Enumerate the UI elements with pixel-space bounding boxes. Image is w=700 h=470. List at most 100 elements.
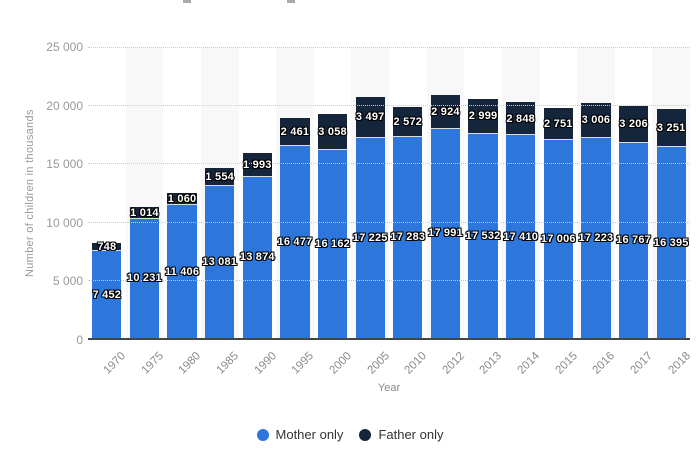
data-label-mother-only-1990: 13 874: [239, 251, 275, 264]
y-tick-label: 0: [76, 333, 83, 347]
x-tick-label-2017: 2017: [628, 350, 656, 377]
bar-segment-father-only-2013[interactable]: [468, 99, 498, 134]
x-tick-label-2010: 2010: [402, 350, 430, 377]
x-tick-label-2005: 2005: [365, 350, 392, 377]
data-label-father-only-1970: 748: [97, 240, 117, 253]
chart-column-2017: 16 767 3 206 2017: [615, 47, 655, 377]
bar-segment-father-only-2010[interactable]: [393, 106, 423, 137]
x-tick-label-2000: 2000: [327, 350, 355, 377]
bar-segment-mother-only-1995[interactable]: [280, 146, 310, 338]
chart-column-2012: 17 991 2 924 2012: [426, 47, 467, 377]
bar-segment-mother-only-2013[interactable]: [468, 133, 498, 338]
data-label-father-only-1985: 1 554: [205, 170, 234, 183]
gridline: [88, 221, 690, 223]
bar-segment-father-only-2018[interactable]: [656, 109, 686, 148]
chart-column-2013: 17 532 2 999 2013: [464, 47, 505, 377]
data-label-mother-only-2017: 16 767: [616, 234, 651, 247]
data-label-father-only-1995: 2 461: [280, 125, 310, 138]
x-tick-label-2014: 2014: [515, 350, 543, 377]
data-label-mother-only-1970: 7 452: [92, 288, 122, 301]
mother-only-swatch-icon: [256, 428, 269, 441]
bar-segment-father-only-1990[interactable]: [242, 153, 272, 177]
plot-area: 7 452 748 1970 10 231 1 014 1975 11 406 1 060 19…: [88, 47, 693, 377]
x-tick-label-2013: 2013: [477, 350, 505, 377]
x-tick-label-1995: 1995: [289, 350, 317, 377]
data-label-father-only-2014: 2 848: [506, 112, 535, 125]
bar-segment-father-only-2014[interactable]: [506, 102, 536, 136]
chart-column-1970: 7 452 748 1970: [88, 47, 128, 377]
bar-segment-father-only-1975[interactable]: [129, 207, 160, 219]
bar-segment-mother-only-2016[interactable]: [581, 137, 611, 338]
x-tick-label-1975: 1975: [139, 350, 166, 377]
data-label-mother-only-2005: 17 225: [352, 231, 388, 244]
bar-segment-father-only-1995[interactable]: [280, 117, 310, 147]
legend: Mother only Father only: [0, 427, 700, 442]
data-label-father-only-1990: 1 993: [243, 158, 272, 171]
chart-column-2016: 17 223 3 006 2016: [577, 47, 617, 377]
y-tick-label: 5 000: [52, 274, 83, 289]
bar-segment-mother-only-2000[interactable]: [317, 149, 348, 338]
bar-segment-mother-only-1975[interactable]: [129, 218, 160, 338]
y-tick-label: 25 000: [46, 40, 83, 54]
data-label-mother-only-1985: 13 081: [202, 255, 238, 268]
gridline: [88, 163, 690, 165]
bar-segment-mother-only-2017[interactable]: [618, 142, 649, 338]
x-tick-label-2018: 2018: [666, 350, 693, 377]
chart-column-2015: 17 006 2 751 2015: [540, 47, 580, 377]
bar-segment-mother-only-1980[interactable]: [167, 205, 197, 338]
bar-segment-mother-only-2018[interactable]: [656, 147, 686, 338]
data-label-mother-only-2012: 17 991: [428, 227, 463, 240]
bar-segment-mother-only-2015[interactable]: [543, 140, 573, 338]
bar-segment-father-only-2005[interactable]: [355, 96, 385, 138]
chart-column-1985: 13 081 1 554 1985: [200, 47, 241, 377]
x-tick-label-2016: 2016: [590, 350, 618, 377]
bar-segment-father-only-1980[interactable]: [167, 192, 197, 206]
bar-segment-father-only-2015[interactable]: [543, 108, 573, 141]
data-label-father-only-2018: 3 251: [656, 122, 686, 135]
bar-segment-father-only-2016[interactable]: [581, 102, 611, 138]
bar-segment-mother-only-1985[interactable]: [205, 185, 235, 338]
bar-segment-mother-only-2014[interactable]: [506, 135, 536, 338]
data-label-father-only-2005: 3 497: [355, 111, 385, 124]
chart-column-1980: 11 406 1 060 1980: [163, 47, 204, 377]
data-label-mother-only-2013: 17 532: [465, 229, 501, 242]
legend-item-mother-only[interactable]: Mother only: [256, 427, 344, 442]
bar-segment-father-only-2000[interactable]: [317, 114, 348, 150]
data-label-father-only-1975: 1 014: [130, 207, 159, 220]
gridline: [88, 47, 690, 48]
bar-segment-mother-only-1970[interactable]: [92, 251, 122, 338]
chart-column-1975: 10 231 1 014 1975: [125, 47, 166, 377]
x-axis-title: Year: [377, 382, 401, 394]
bar-segment-father-only-1985[interactable]: [205, 167, 235, 186]
bar-segment-mother-only-2010[interactable]: [393, 136, 423, 338]
bar-segment-father-only-2012[interactable]: [430, 94, 461, 129]
data-label-mother-only-2014: 17 410: [503, 230, 539, 243]
data-label-mother-only-2010: 17 283: [390, 231, 426, 244]
bar-segment-father-only-1970[interactable]: [92, 242, 122, 252]
data-label-mother-only-2018: 16 395: [653, 236, 689, 249]
x-tick-label-1985: 1985: [214, 350, 242, 377]
y-tick-label: 20 000: [46, 98, 83, 113]
gridline: [88, 105, 690, 107]
chart-column-1995: 16 477 2 461 1995: [276, 47, 316, 377]
legend-item-father-only[interactable]: Father only: [359, 427, 443, 442]
bar-segment-mother-only-2005[interactable]: [355, 137, 385, 338]
father-only-swatch-icon: [359, 428, 372, 441]
data-label-father-only-2016: 3 006: [581, 114, 611, 127]
legend-label: Father only: [378, 427, 444, 442]
cropped-title-remnant: [287, 0, 295, 3]
data-label-mother-only-1975: 10 231: [127, 272, 162, 285]
chart-column-2014: 17 410 2 848 2014: [501, 47, 542, 377]
chart-column-2018: 16 395 3 251 2018: [652, 47, 693, 377]
data-label-mother-only-1995: 16 477: [277, 236, 313, 249]
bar-segment-father-only-2017[interactable]: [618, 105, 649, 143]
legend-label: Mother only: [275, 427, 344, 442]
bar-columns: 7 452 748 1970 10 231 1 014 1975 11 406 1 060 19…: [88, 47, 693, 377]
data-label-mother-only-2016: 17 223: [578, 231, 614, 244]
bar-segment-mother-only-1990[interactable]: [242, 176, 272, 338]
data-label-father-only-2010: 2 572: [393, 115, 423, 128]
data-label-father-only-2015: 2 751: [544, 118, 573, 131]
y-tick-label: 10 000: [46, 215, 83, 230]
chart-column-2010: 17 283 2 572 2010: [389, 47, 429, 377]
